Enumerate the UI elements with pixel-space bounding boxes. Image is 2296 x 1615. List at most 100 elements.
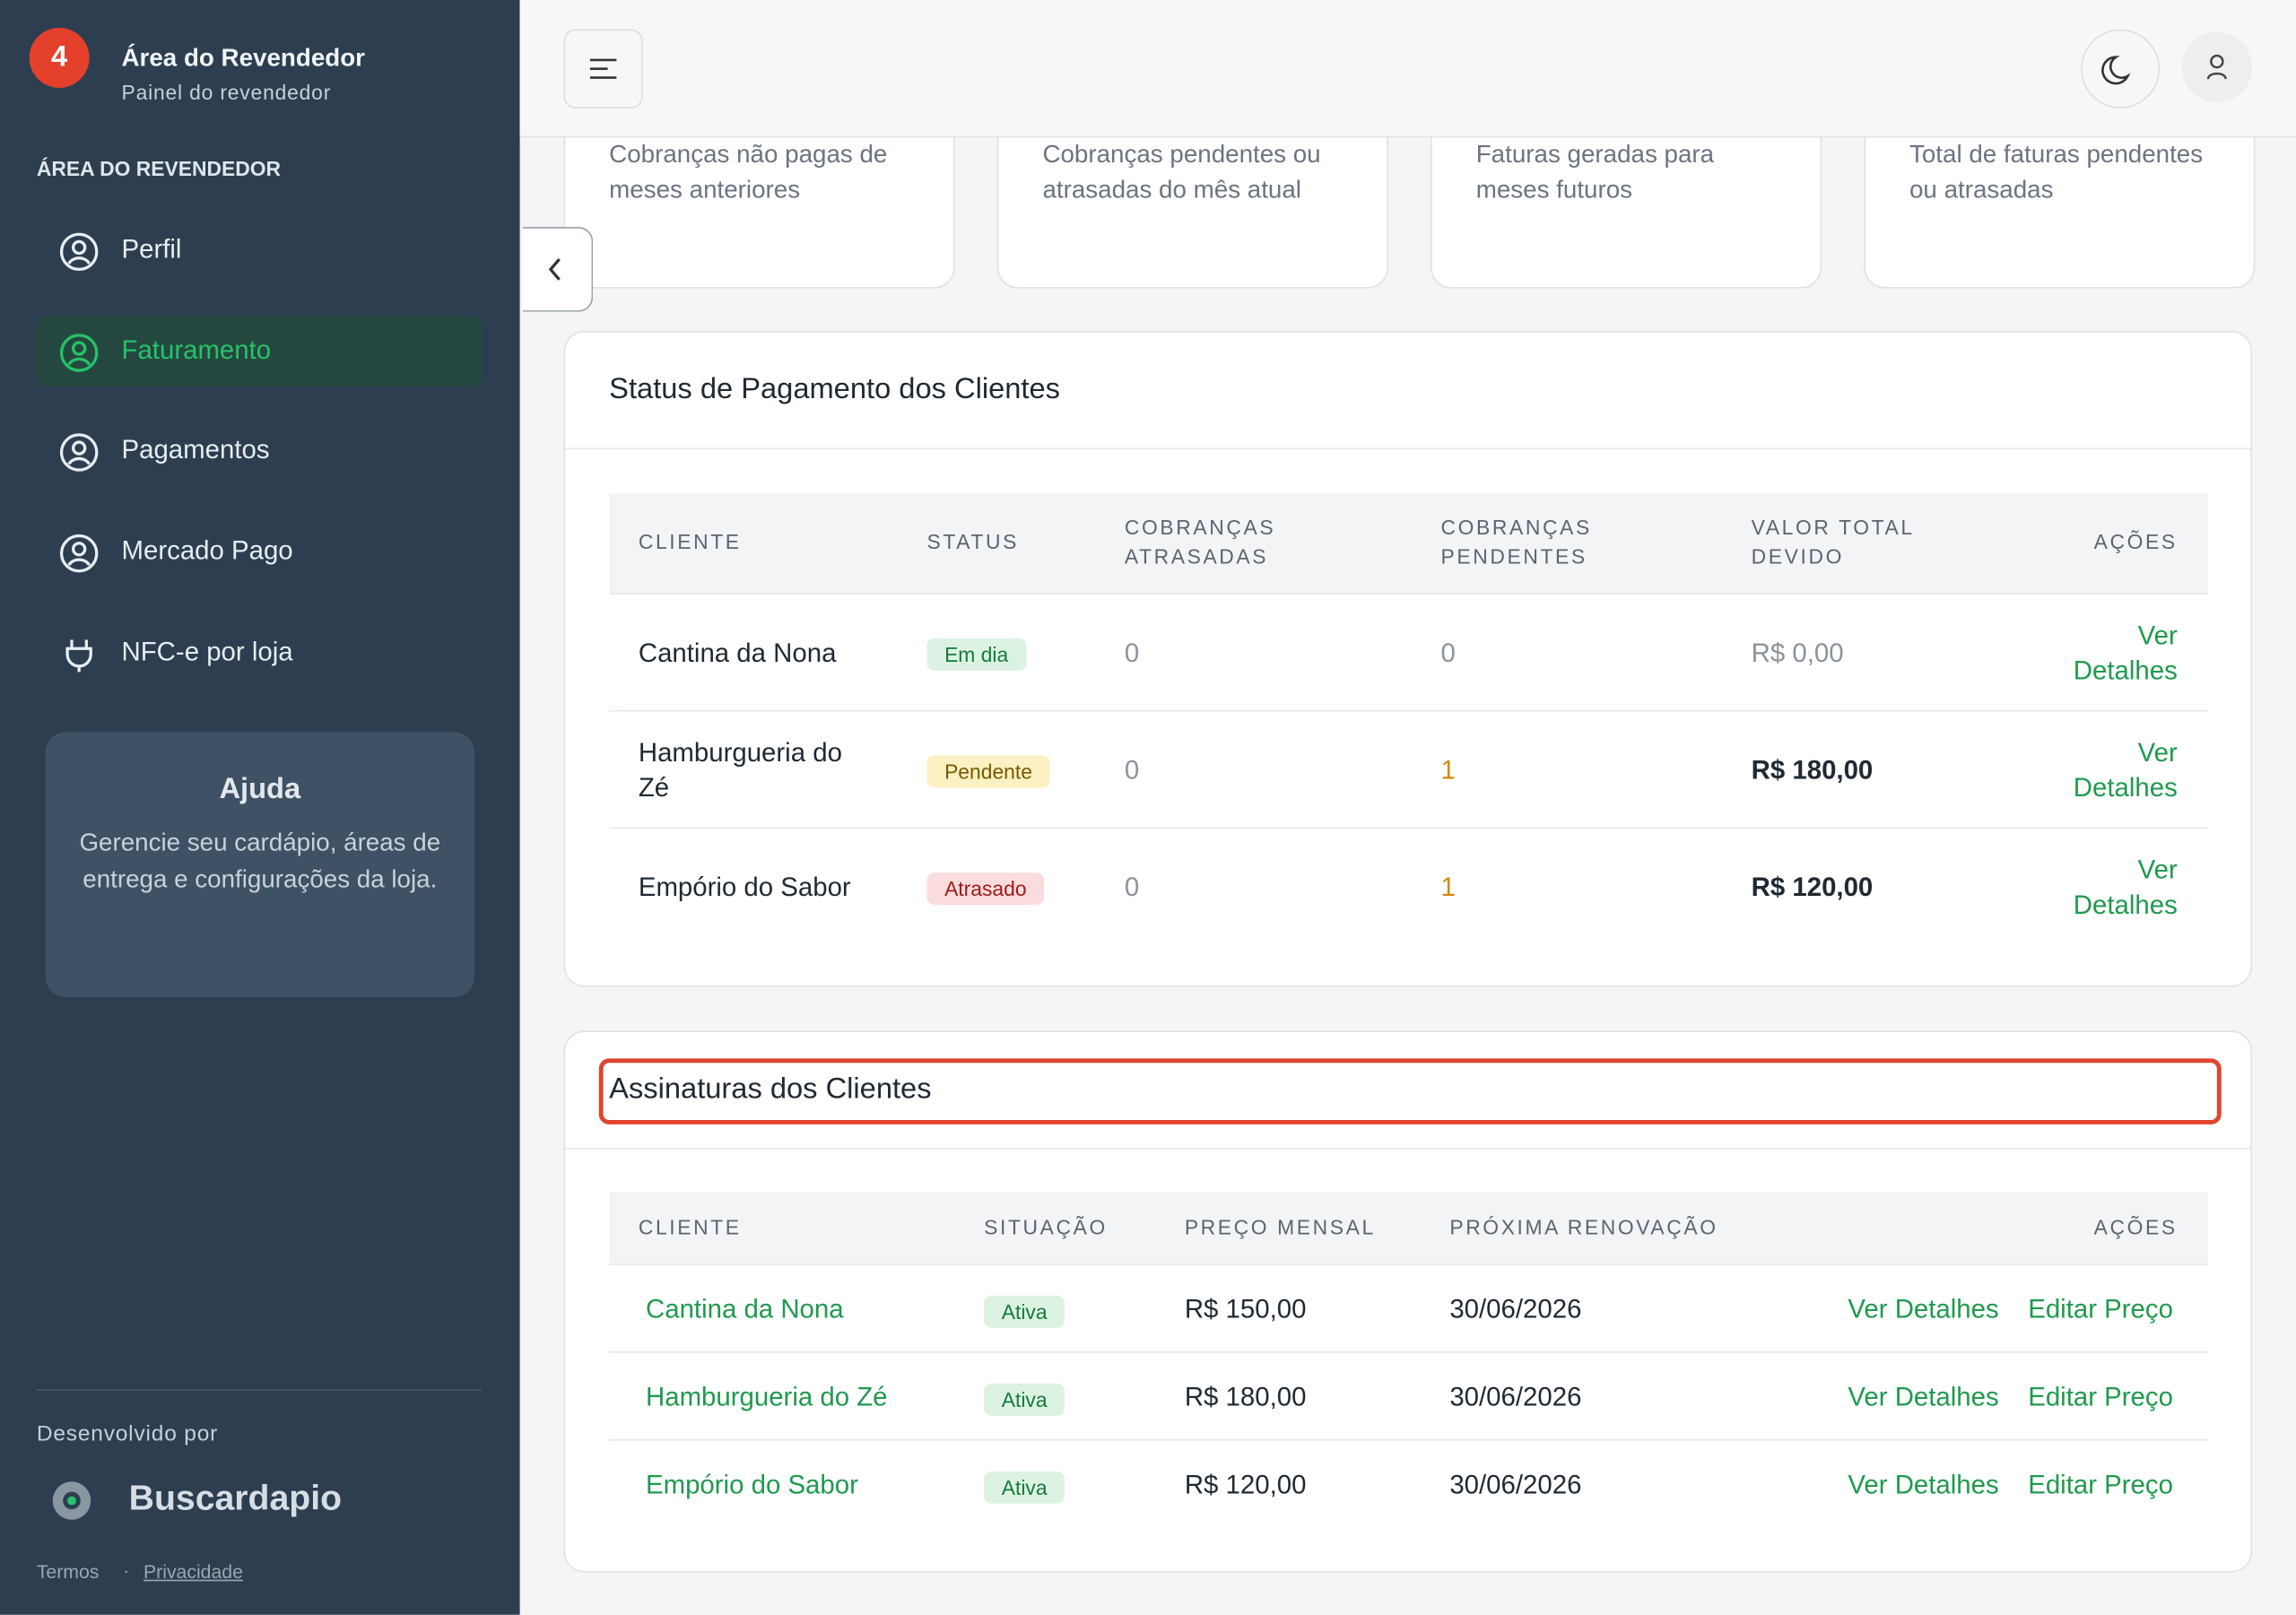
payment-status-card: Status de Pagamento dos Clientes CLIENTE S… [563, 330, 2253, 987]
sidebar-title: Área do Revendedor [121, 43, 365, 73]
column-header: AÇÕES [2093, 530, 2178, 554]
total-due: R$ 0,00 [1751, 638, 1844, 668]
monthly-price: R$ 150,00 [1184, 1294, 1307, 1324]
renewal-date: 30/06/2026 [1449, 1470, 1582, 1499]
nav-icon [59, 333, 99, 372]
nav-item[interactable]: Mercado Pago [37, 517, 482, 586]
overdue-count: 0 [1124, 755, 1140, 786]
nav-icon [59, 534, 99, 573]
situation-badge: Ativa [984, 1383, 1065, 1416]
total-due: R$ 180,00 [1751, 755, 1874, 786]
client-name: Hamburgueria do Zé [638, 737, 842, 803]
column-header: PRÓXIMA RENOVAÇÃO [1449, 1215, 1718, 1239]
highlight-box [598, 1058, 2222, 1124]
nav-icon [59, 232, 99, 272]
nav-item[interactable]: NFC-e por loja [37, 618, 482, 688]
status-badge: Em dia [926, 638, 1026, 671]
nav-item[interactable]: Faturamento [36, 316, 483, 386]
client-link[interactable]: Empório do Sabor [646, 1470, 858, 1499]
badge: 4 [29, 28, 90, 88]
client-name: Empório do Sabor [638, 873, 851, 902]
help-box: Ajuda Gerencie seu cardápio, áreas de en… [45, 732, 474, 997]
card-title: Status de Pagamento dos Clientes [609, 373, 1060, 406]
details-link[interactable]: Ver Detalhes [2073, 737, 2178, 803]
edit-price-link[interactable]: Editar Preço [2028, 1294, 2173, 1324]
brand: Buscardapio [128, 1478, 343, 1519]
column-header: SITUAÇÃO [984, 1215, 1108, 1239]
main: Cobranças não pagas de meses anteriores C… [519, 0, 2296, 1615]
divider [36, 1389, 483, 1392]
column-header: COBRANÇAS ATRASADAS [1124, 515, 1276, 569]
summary-text: Total de faturas pendentes ou atrasadas [1909, 140, 2204, 204]
topbar [519, 0, 2296, 138]
nav-icon [65, 639, 92, 673]
menu-button[interactable] [563, 29, 643, 109]
privacy-link[interactable]: Privacidade [144, 1560, 243, 1583]
summary-text: Faturas geradas para meses futuros [1475, 140, 1715, 204]
column-header: CLIENTE [638, 530, 742, 554]
overdue-count: 0 [1124, 638, 1140, 668]
monthly-price: R$ 180,00 [1184, 1382, 1307, 1411]
total-due: R$ 120,00 [1751, 873, 1874, 902]
nav-item[interactable]: Pagamentos [37, 416, 482, 486]
nav-icon [59, 433, 99, 473]
summary-text: Cobranças pendentes ou atrasadas do mês … [1042, 140, 1321, 204]
column-header: STATUS [926, 530, 1019, 554]
renewal-date: 30/06/2026 [1449, 1294, 1582, 1324]
user-button[interactable] [2181, 31, 2253, 103]
column-header: COBRANÇAS PENDENTES [1440, 515, 1592, 569]
divider [565, 447, 2251, 450]
section-label: ÁREA DO REVENDEDOR [36, 156, 282, 180]
nav-label: Mercado Pago [121, 535, 293, 566]
column-header: AÇÕES [2093, 1215, 2178, 1239]
column-header: PREÇO MENSAL [1184, 1215, 1376, 1239]
pending-count: 0 [1440, 638, 1456, 668]
column-header: VALOR TOTAL DEVIDO [1751, 515, 1914, 569]
collapse-button[interactable] [522, 227, 594, 312]
nav-label: NFC-e por loja [121, 636, 293, 666]
help-text: Gerencie seu cardápio, áreas de entrega … [79, 829, 441, 893]
monthly-price: R$ 120,00 [1184, 1470, 1307, 1499]
client-link[interactable]: Cantina da Nona [646, 1294, 844, 1324]
table-header [609, 493, 2209, 595]
subscriptions-card: Assinaturas dos Clientes CLIENTE SITUAÇÃO P… [563, 1030, 2253, 1573]
column-header: CLIENTE [638, 1215, 742, 1239]
developed-by: Desenvolvido por [36, 1421, 219, 1447]
pending-count: 1 [1440, 755, 1456, 786]
theme-toggle[interactable] [2081, 29, 2161, 109]
details-link[interactable]: Ver Detalhes [1848, 1382, 1999, 1411]
summary-text: Cobranças não pagas de meses anteriores [609, 140, 888, 204]
pending-count: 1 [1440, 873, 1456, 902]
nav-label: Perfil [121, 234, 182, 264]
client-link[interactable]: Hamburgueria do Zé [646, 1382, 888, 1411]
table-header [609, 1191, 2209, 1265]
nav-label: Pagamentos [121, 435, 270, 465]
divider [565, 1148, 2251, 1150]
row-divider [609, 827, 2209, 829]
situation-badge: Ativa [984, 1471, 1065, 1504]
row-divider [609, 709, 2209, 712]
brand-logo [52, 1481, 91, 1520]
card-title: Assinaturas dos Clientes [609, 1072, 932, 1106]
separator: · [123, 1559, 130, 1582]
edit-price-link[interactable]: Editar Preço [2028, 1470, 2173, 1499]
sidebar: 4 Área do Revendedor Painel do revendedo… [0, 0, 520, 1615]
situation-badge: Ativa [984, 1295, 1065, 1328]
details-link[interactable]: Ver Detalhes [1848, 1470, 1999, 1499]
details-link[interactable]: Ver Detalhes [2073, 621, 2178, 686]
sidebar-subtitle: Painel do revendedor [121, 80, 332, 104]
status-badge: Pendente [926, 755, 1050, 788]
row-divider [609, 1350, 2209, 1353]
nav-label: Faturamento [121, 334, 272, 365]
edit-price-link[interactable]: Editar Preço [2028, 1382, 2173, 1411]
client-name: Cantina da Nona [638, 638, 837, 668]
nav-item[interactable]: Perfil [37, 215, 482, 285]
renewal-date: 30/06/2026 [1449, 1382, 1582, 1411]
details-link[interactable]: Ver Detalhes [1848, 1294, 1999, 1324]
row-divider [609, 1438, 2209, 1441]
terms-link[interactable]: Termos [36, 1560, 100, 1583]
details-link[interactable]: Ver Detalhes [2073, 855, 2178, 920]
